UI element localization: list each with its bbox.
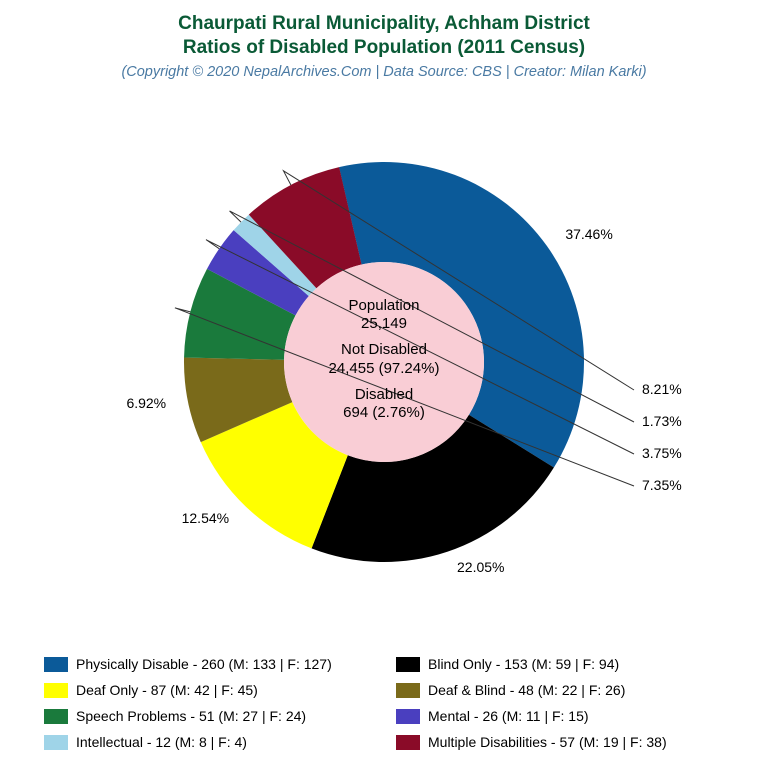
slice-label-7: 8.21%: [642, 381, 682, 397]
legend-swatch: [396, 657, 420, 672]
legend-swatch: [44, 735, 68, 750]
center-dis-value: 694 (2.76%): [284, 404, 484, 423]
slice-label-1: 22.05%: [457, 559, 504, 575]
legend-label: Intellectual - 12 (M: 8 | F: 4): [76, 734, 247, 750]
legend-item: Blind Only - 153 (M: 59 | F: 94): [396, 656, 724, 672]
chart-header: Chaurpati Rural Municipality, Achham Dis…: [0, 0, 768, 80]
legend-swatch: [44, 709, 68, 724]
legend-label: Mental - 26 (M: 11 | F: 15): [428, 708, 589, 724]
legend-label: Deaf Only - 87 (M: 42 | F: 45): [76, 682, 258, 698]
legend-swatch: [396, 709, 420, 724]
slice-label-3: 6.92%: [126, 395, 166, 411]
legend: Physically Disable - 260 (M: 133 | F: 12…: [44, 656, 724, 750]
title-line-2: Ratios of Disabled Population (2011 Cens…: [0, 36, 768, 60]
legend-item: Mental - 26 (M: 11 | F: 15): [396, 708, 724, 724]
center-notdis-label: Not Disabled: [284, 341, 484, 360]
center-notdis-value: 24,455 (97.24%): [284, 360, 484, 379]
slice-label-6: 1.73%: [642, 413, 682, 429]
legend-swatch: [396, 735, 420, 750]
legend-item: Intellectual - 12 (M: 8 | F: 4): [44, 734, 372, 750]
center-pop-label: Population: [284, 297, 484, 316]
donut-chart: Population 25,149 Not Disabled 24,455 (9…: [0, 80, 768, 600]
legend-label: Blind Only - 153 (M: 59 | F: 94): [428, 656, 619, 672]
slice-label-2: 12.54%: [182, 510, 229, 526]
legend-label: Physically Disable - 260 (M: 133 | F: 12…: [76, 656, 332, 672]
legend-swatch: [44, 683, 68, 698]
legend-swatch: [396, 683, 420, 698]
slice-label-4: 7.35%: [642, 477, 682, 493]
center-text: Population 25,149 Not Disabled 24,455 (9…: [284, 290, 484, 431]
subtitle: (Copyright © 2020 NepalArchives.Com | Da…: [0, 64, 768, 80]
legend-label: Speech Problems - 51 (M: 27 | F: 24): [76, 708, 306, 724]
legend-item: Speech Problems - 51 (M: 27 | F: 24): [44, 708, 372, 724]
center-pop-value: 25,149: [284, 315, 484, 334]
legend-item: Deaf Only - 87 (M: 42 | F: 45): [44, 682, 372, 698]
center-dis-label: Disabled: [284, 386, 484, 405]
legend-item: Multiple Disabilities - 57 (M: 19 | F: 3…: [396, 734, 724, 750]
legend-item: Physically Disable - 260 (M: 133 | F: 12…: [44, 656, 372, 672]
slice-label-5: 3.75%: [642, 445, 682, 461]
legend-item: Deaf & Blind - 48 (M: 22 | F: 26): [396, 682, 724, 698]
legend-swatch: [44, 657, 68, 672]
legend-label: Deaf & Blind - 48 (M: 22 | F: 26): [428, 682, 625, 698]
title-line-1: Chaurpati Rural Municipality, Achham Dis…: [0, 12, 768, 36]
legend-label: Multiple Disabilities - 57 (M: 19 | F: 3…: [428, 734, 667, 750]
slice-label-0: 37.46%: [565, 226, 612, 242]
